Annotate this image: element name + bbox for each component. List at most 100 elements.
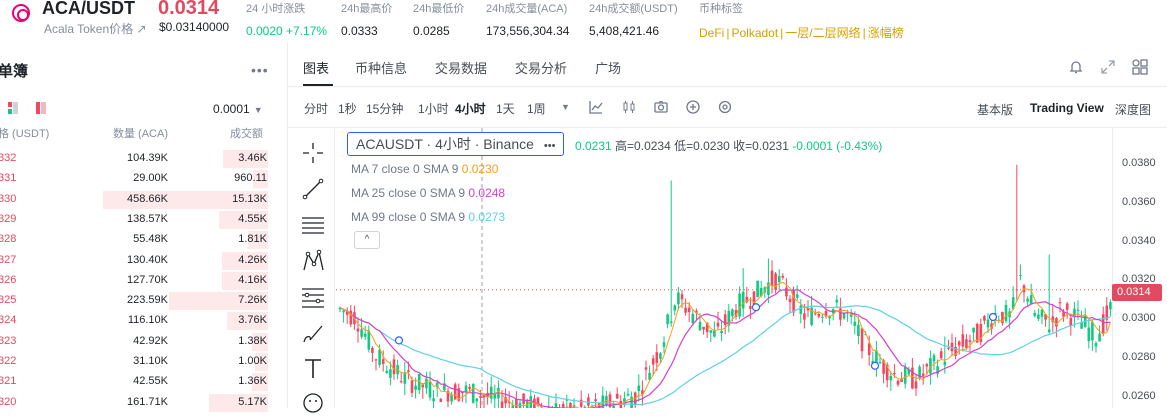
settings-icon[interactable] <box>717 99 733 115</box>
candle-body <box>940 351 943 358</box>
candle-body <box>1034 313 1037 316</box>
ma25-legend[interactable]: MA 25 close 0 SMA 9 0.0248 <box>351 186 505 200</box>
tf-1s[interactable]: 1秒 <box>338 100 357 117</box>
candle-body <box>472 384 475 403</box>
text-tool-icon[interactable] <box>300 355 326 381</box>
candle-body <box>382 359 385 364</box>
candle-body <box>778 276 781 282</box>
fib-icon[interactable] <box>300 284 326 310</box>
candle-body <box>800 305 803 313</box>
active-tab-indicator <box>303 84 333 86</box>
tab-trade-analysis[interactable]: 交易分析 <box>515 58 567 77</box>
expand-icon[interactable] <box>1099 58 1117 76</box>
candle-body <box>425 379 428 389</box>
candle-body <box>404 372 407 384</box>
candles-icon[interactable] <box>621 99 637 115</box>
tab-chart[interactable]: 图表 <box>303 58 329 77</box>
orderbook-mode-sell-icon[interactable] <box>36 102 46 114</box>
indicator-chart-icon[interactable] <box>588 99 604 115</box>
orderbook-mode-both-icon[interactable] <box>8 102 18 114</box>
candle-body <box>1026 299 1029 302</box>
candle-body <box>681 294 684 299</box>
pair-title[interactable]: ACA/USDT <box>42 0 135 19</box>
camera-icon[interactable] <box>653 99 669 115</box>
symbol-legend[interactable]: ACAUSDT · 4小时 · Binance••• <box>347 132 564 156</box>
tf-15m[interactable]: 15分钟 <box>366 100 403 117</box>
pattern-icon[interactable] <box>300 248 326 274</box>
crosshair-icon[interactable] <box>300 140 326 166</box>
candle-body <box>713 330 716 336</box>
precision-select[interactable]: 0.0001▼ <box>213 102 263 116</box>
horizontal-lines-icon[interactable] <box>300 212 326 238</box>
tag-polkadot[interactable]: Polkadot <box>731 26 778 40</box>
legend-more-icon[interactable]: ••• <box>544 140 556 152</box>
tag-gainers[interactable]: 涨幅榜 <box>868 26 904 40</box>
ma7-legend[interactable]: MA 7 close 0 SMA 9 0.0230 <box>351 162 498 176</box>
candle-body <box>357 328 360 331</box>
candle-body <box>515 399 518 408</box>
candle-body <box>429 382 432 398</box>
candle-body <box>742 292 745 309</box>
add-indicator-icon[interactable] <box>685 99 701 115</box>
candle-body <box>1088 328 1091 341</box>
candle-body <box>1077 310 1080 311</box>
axis-tick: 0.0260 <box>1122 390 1156 402</box>
candle-body <box>926 364 929 366</box>
candle-body <box>879 362 882 364</box>
bell-icon[interactable] <box>1067 58 1085 76</box>
tab-square[interactable]: 广场 <box>595 58 621 77</box>
candle-body <box>839 308 842 319</box>
candle-body <box>782 276 785 278</box>
trend-line-icon[interactable] <box>300 176 326 202</box>
axis-tick: 0.0380 <box>1122 157 1156 169</box>
stat-change: 24 小时涨跌 0.0020 +7.17% <box>246 0 327 38</box>
collapse-legend-button[interactable]: ^ <box>354 231 380 249</box>
stat-tags: 币种标签 DeFi|Polkadot|一层/二层网络|涨幅榜 <box>699 0 904 41</box>
view-depth[interactable]: 深度图 <box>1115 101 1151 118</box>
tf-line[interactable]: 分时 <box>304 100 328 117</box>
candle-body <box>1095 343 1098 347</box>
tab-trade-data[interactable]: 交易数据 <box>435 58 487 77</box>
tag-layer[interactable]: 一层/二层网络 <box>785 26 860 40</box>
tf-4h[interactable]: 4小时 <box>455 100 486 117</box>
tf-1d[interactable]: 1天 <box>496 100 515 117</box>
token-name-link[interactable]: Acala Token价格 ↗ <box>44 20 147 37</box>
emoji-icon[interactable] <box>300 390 326 416</box>
brush-icon[interactable] <box>300 320 326 346</box>
candle-body <box>501 401 504 408</box>
stat-high: 24h最高价 0.0333 <box>341 0 392 38</box>
tf-1w[interactable]: 1周 <box>527 100 546 117</box>
tab-coin-info[interactable]: 币种信息 <box>355 58 407 77</box>
more-icon[interactable]: ••• <box>251 62 269 78</box>
view-tradingview[interactable]: Trading View <box>1030 101 1104 115</box>
ma99-legend[interactable]: MA 99 close 0 SMA 9 0.0273 <box>351 210 505 224</box>
view-basic[interactable]: 基本版 <box>977 101 1013 118</box>
candle-body <box>897 381 900 385</box>
col-price-header: 格 (USDT) <box>0 125 49 141</box>
tf-1h[interactable]: 1小时 <box>418 100 449 117</box>
candle-body <box>371 348 374 353</box>
candle-body <box>814 313 817 314</box>
price-axis[interactable]: 0.0380 0.0360 0.0340 0.0320 0.0300 0.028… <box>1112 128 1167 408</box>
layout-grid-icon[interactable] <box>1131 58 1149 76</box>
candle-body <box>922 374 925 376</box>
row-qty: 29.00K <box>133 172 168 184</box>
chevron-down-icon[interactable]: ▼ <box>561 102 570 112</box>
tag-defi[interactable]: DeFi <box>699 26 724 40</box>
candle-body <box>911 368 914 389</box>
candle-body <box>407 370 410 372</box>
candle-body <box>522 394 525 404</box>
